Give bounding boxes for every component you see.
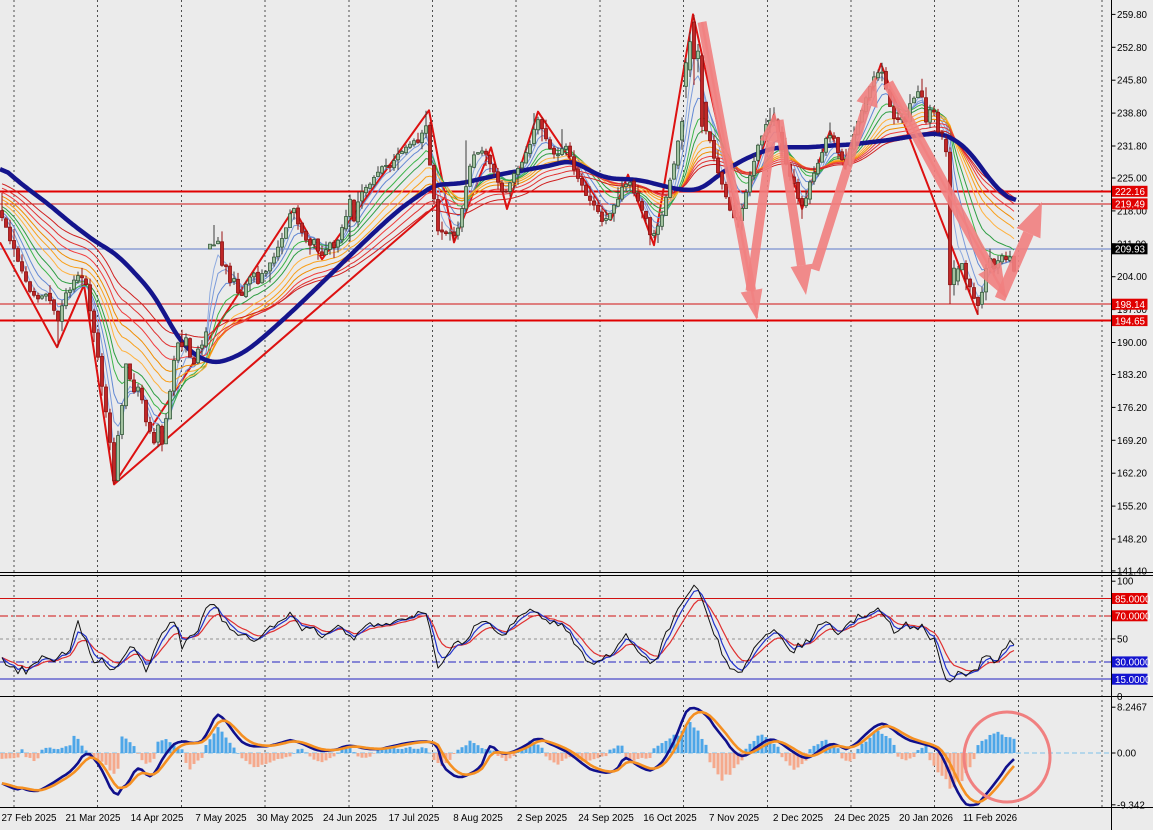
svg-text:2 Dec 2025: 2 Dec 2025: [773, 813, 824, 824]
svg-text:238.80: 238.80: [1117, 109, 1148, 120]
svg-text:245.80: 245.80: [1117, 76, 1148, 87]
svg-text:148.20: 148.20: [1117, 535, 1148, 546]
svg-text:50: 50: [1117, 634, 1128, 645]
svg-text:219.49: 219.49: [1115, 200, 1145, 211]
svg-text:169.20: 169.20: [1117, 436, 1148, 447]
svg-text:20 Jan 2026: 20 Jan 2026: [899, 813, 953, 824]
svg-text:141.40: 141.40: [1117, 566, 1148, 577]
svg-text:7 Nov 2025: 7 Nov 2025: [709, 813, 760, 824]
svg-text:204.00: 204.00: [1117, 272, 1148, 283]
svg-text:218.00: 218.00: [1117, 206, 1148, 217]
svg-text:24 Sep 2025: 24 Sep 2025: [578, 813, 634, 824]
svg-text:8 Aug 2025: 8 Aug 2025: [453, 813, 503, 824]
svg-text:259.80: 259.80: [1117, 10, 1148, 21]
svg-text:-9.342: -9.342: [1117, 800, 1145, 811]
svg-text:252.80: 252.80: [1117, 43, 1148, 54]
svg-text:198.14: 198.14: [1115, 300, 1146, 311]
svg-text:15.0000: 15.0000: [1115, 675, 1151, 686]
svg-text:0: 0: [1117, 692, 1123, 703]
svg-text:209.93: 209.93: [1115, 245, 1146, 256]
svg-text:183.20: 183.20: [1117, 370, 1148, 381]
svg-text:17 Jul 2025: 17 Jul 2025: [389, 813, 440, 824]
svg-text:225.00: 225.00: [1117, 174, 1148, 185]
svg-text:85.0000: 85.0000: [1115, 594, 1151, 605]
svg-text:176.20: 176.20: [1117, 403, 1148, 414]
svg-text:231.80: 231.80: [1117, 142, 1148, 153]
svg-text:30 May 2025: 30 May 2025: [257, 813, 314, 824]
svg-text:70.0000: 70.0000: [1115, 612, 1151, 623]
svg-text:21 Mar 2025: 21 Mar 2025: [65, 813, 121, 824]
svg-text:30.0000: 30.0000: [1115, 658, 1151, 669]
svg-text:24 Jun 2025: 24 Jun 2025: [323, 813, 377, 824]
svg-text:197.00: 197.00: [1117, 305, 1148, 316]
svg-text:24 Dec 2025: 24 Dec 2025: [834, 813, 890, 824]
svg-text:27 Feb 2025: 27 Feb 2025: [1, 813, 57, 824]
svg-text:0.00: 0.00: [1117, 749, 1137, 760]
svg-text:14 Apr 2025: 14 Apr 2025: [131, 813, 184, 824]
svg-text:100: 100: [1117, 577, 1134, 588]
svg-text:7 May 2025: 7 May 2025: [195, 813, 247, 824]
svg-text:190.00: 190.00: [1117, 338, 1148, 349]
svg-text:155.20: 155.20: [1117, 502, 1148, 513]
svg-text:8.2467: 8.2467: [1117, 703, 1147, 714]
svg-text:2 Sep 2025: 2 Sep 2025: [517, 813, 568, 824]
svg-text:11 Feb 2026: 11 Feb 2026: [963, 813, 1018, 824]
svg-text:194.65: 194.65: [1115, 316, 1146, 327]
svg-text:16 Oct 2025: 16 Oct 2025: [643, 813, 697, 824]
svg-text:162.20: 162.20: [1117, 469, 1148, 480]
svg-text:222.16: 222.16: [1115, 187, 1146, 198]
